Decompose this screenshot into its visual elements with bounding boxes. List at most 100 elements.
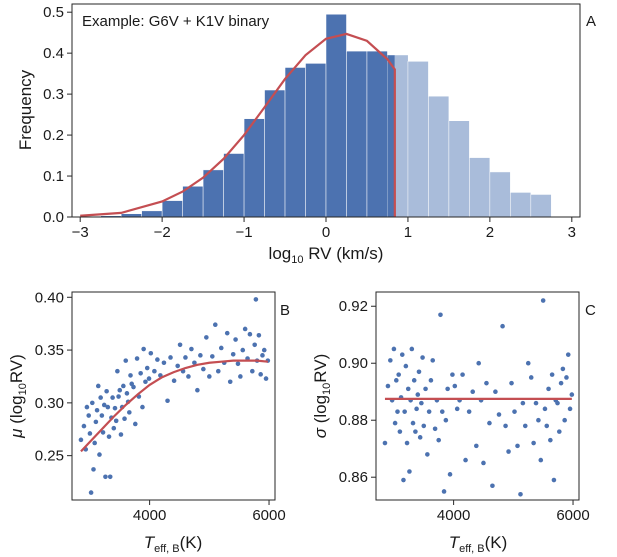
scatter-point [426,409,432,414]
scatter-point [132,421,138,427]
histogram-bars [79,13,552,218]
scatter-point [112,405,118,411]
x-tick-label: 6000 [252,507,285,524]
histogram-bar [325,13,347,218]
panel-letter-a: A [586,13,596,30]
scatter-point [141,346,146,352]
scatter-point [417,435,423,440]
scatter-point [512,409,517,414]
scatter-point [105,404,111,410]
histogram-bar [141,210,163,218]
scatter-point [218,345,224,351]
scatter-point [450,372,455,377]
scatter-point [210,354,215,359]
scatter-point [476,360,481,366]
x-tick-label: −2 [154,224,171,241]
x-axis-label-a: log10 RV (km/s) [269,244,384,266]
scatter-point [423,386,428,392]
scatter-point [401,477,406,483]
scatter-point [161,360,167,366]
scatter-point [92,440,97,446]
scatter-point [106,434,112,439]
scatter-point [186,374,191,379]
scatter-point [183,355,188,360]
x-axis-label-b: Teff, B(K) [144,533,203,555]
y-tick-label: 0.90 [339,355,368,372]
scatter-point [230,351,236,357]
scatter-point [261,347,267,353]
scatter-point [253,297,259,302]
scatter-point [233,337,238,342]
y-tick-label: 0.2 [43,127,64,144]
scatter-point [107,474,113,480]
scatter-point [564,375,569,380]
scatter-point [421,423,427,429]
scatter-point [171,378,177,383]
scatter-point [123,358,129,363]
scatter-point [525,360,531,366]
scatter-point [238,374,243,379]
scatter-point [99,413,105,418]
scatter-point [528,375,534,380]
x-ticks-b: 4000 6000 [133,500,286,524]
y-tick-label: 0.4 [43,45,64,62]
scatter-point [121,383,126,389]
scatter-point [247,331,253,337]
scatter-point [103,474,108,480]
scatter-point [394,378,399,383]
scatter-point [432,426,438,432]
x-tick-label: 2 [486,224,494,241]
y-tick-label: 0.35 [35,342,64,359]
histogram-bar [366,50,388,218]
scatter-point [385,383,391,389]
scatter-point [542,406,548,412]
scatter-point [445,386,450,392]
x-axis-label-c: Teff, B(K) [449,533,508,555]
scatter-point [252,342,257,348]
y-tick-label: 0.0 [43,209,64,226]
histogram-bar [202,169,224,218]
histogram-bar [223,153,245,218]
scatter-point [540,298,546,303]
scatter-point [240,347,246,353]
scatter-point [260,353,265,358]
histogram-bar [305,63,327,218]
fit-curve-b [80,359,268,453]
scatter-point [487,420,492,426]
scatter-point [533,400,539,406]
y-axis-label-b: μ (log10RV) [7,354,29,439]
scatter-point [198,353,203,358]
scatter-point [235,361,241,367]
scatter-point [78,437,84,443]
x-tick-label: 4000 [133,507,166,524]
y-axis-label-a: Frequency [16,69,35,150]
scatter-point [548,437,553,443]
scatter-point [536,417,541,423]
x-ticks-a: −3 −2 −1 0 1 2 3 [72,217,576,241]
histogram-bar [448,120,470,218]
scatter-point [569,392,575,397]
scatter-point [560,366,566,372]
scatter-point [195,387,200,393]
scatter-point [416,369,422,375]
scatter-point [407,469,412,474]
scatter-point [410,420,416,426]
scatter-point [127,410,132,415]
panel-letter-b: B [280,302,290,319]
scatter-point [496,412,502,417]
y-ticks-a: 0.0 0.1 0.2 0.3 0.4 0.5 [43,4,72,226]
x-ticks-c: 4000 6000 [437,500,590,524]
scatter-point [86,413,92,418]
scatter-point [415,392,421,397]
x-tick-label: 0 [322,224,330,241]
scatter-point [94,407,100,413]
scatter-point [189,346,194,352]
histogram-bar [284,67,306,218]
scatter-point [474,443,479,449]
y-ticks-c: 0.86 0.88 0.90 0.92 [339,298,376,486]
scatter-point [460,372,465,377]
scatter-point [565,352,571,357]
scatter-point [204,335,209,340]
scatter-point [470,389,476,395]
